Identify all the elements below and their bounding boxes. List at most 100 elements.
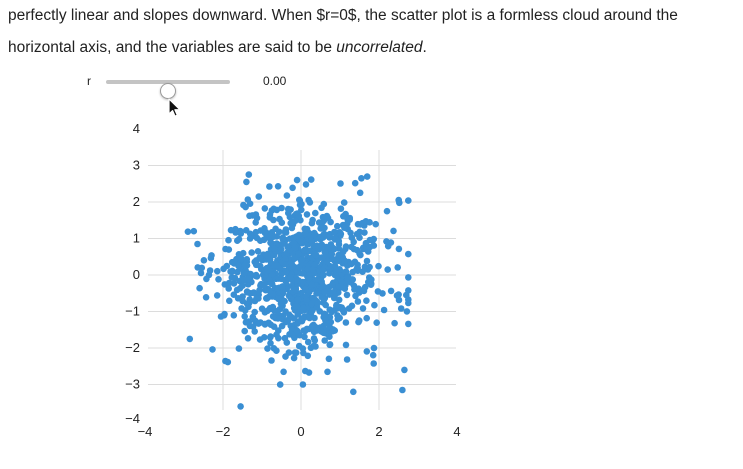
scatter-point xyxy=(225,246,233,253)
scatter-point xyxy=(320,200,328,208)
slider-track[interactable] xyxy=(106,80,230,99)
scatter-point xyxy=(356,234,363,241)
scatter-point xyxy=(302,181,310,188)
scatter-point xyxy=(354,264,362,272)
scatter-point xyxy=(312,343,319,350)
y-tick-label: 0 xyxy=(133,267,140,282)
scatter-point xyxy=(250,289,257,296)
scatter-point xyxy=(300,327,308,334)
scatter-point xyxy=(226,297,233,305)
scatter-point xyxy=(258,305,266,313)
scatter-point xyxy=(308,300,315,308)
scatter-point xyxy=(208,252,215,259)
scatter-point xyxy=(294,311,302,318)
slider-handle[interactable] xyxy=(160,83,176,99)
scatter-point xyxy=(359,268,366,276)
scatter-point xyxy=(337,205,345,212)
scatter-point xyxy=(275,228,283,236)
scatter-point xyxy=(372,220,380,228)
scatter-point xyxy=(322,301,330,309)
scatter-point xyxy=(357,221,364,228)
scatter-point xyxy=(342,268,350,275)
scatter-point xyxy=(312,209,319,217)
scatter-point xyxy=(261,205,269,212)
scatter-point xyxy=(197,269,205,277)
scatter-point xyxy=(268,357,275,364)
scatter-point xyxy=(314,300,321,308)
scatter-point xyxy=(322,311,329,318)
scatter-point xyxy=(263,294,270,302)
scatter-point xyxy=(326,333,333,341)
scatter-point xyxy=(278,246,285,253)
scatter-point xyxy=(331,262,339,270)
scatter-point xyxy=(356,250,363,257)
scatter-point xyxy=(356,189,364,197)
scatter-point xyxy=(304,265,312,273)
scatter-point xyxy=(395,245,403,253)
scatter-point xyxy=(245,275,252,283)
scatter-point xyxy=(325,355,333,363)
scatter-point xyxy=(297,238,305,245)
scatter-point xyxy=(363,257,371,265)
scatter-point xyxy=(292,286,300,294)
slider-value-readout: 0.00 xyxy=(263,74,287,88)
scatter-point xyxy=(300,304,307,312)
scatter-point xyxy=(304,338,312,346)
scatter-point xyxy=(252,228,260,236)
scatter-point xyxy=(328,308,336,316)
scatter-point xyxy=(399,386,406,394)
scatter-point xyxy=(349,268,356,276)
scatter-point xyxy=(200,257,208,264)
y-tick-label: 3 xyxy=(133,158,140,173)
scatter-point xyxy=(322,243,330,251)
scatter-point xyxy=(253,234,261,242)
scatter-point xyxy=(241,261,249,269)
scatter-point xyxy=(329,255,336,263)
scatter-point xyxy=(319,213,327,221)
scatter-point xyxy=(271,245,278,252)
scatter-point xyxy=(209,346,216,353)
scatter-point xyxy=(227,268,234,275)
scatter-point xyxy=(308,323,316,330)
correlation-slider-control: r 0.00 xyxy=(0,70,743,99)
scatter-point xyxy=(264,307,271,315)
scatter-point xyxy=(257,255,265,262)
scatter-point xyxy=(306,314,313,322)
scatter-point xyxy=(243,288,251,295)
y-tick-label: −2 xyxy=(125,340,140,355)
scatter-point xyxy=(287,273,294,281)
scatter-point xyxy=(405,197,412,204)
scatter-point xyxy=(240,201,247,209)
scatter-point xyxy=(305,274,313,282)
scatter-point xyxy=(248,249,255,256)
scatter-point xyxy=(251,308,258,316)
scatter-point xyxy=(394,264,402,271)
scatter-point xyxy=(282,353,289,360)
scatter-point xyxy=(299,270,307,277)
scatter-point xyxy=(283,192,291,199)
scatter-point xyxy=(273,262,281,269)
scatter-point xyxy=(313,252,320,259)
scatter-point xyxy=(370,360,378,367)
scatter-point xyxy=(299,256,306,263)
scatter-point xyxy=(379,290,386,297)
scatter-point xyxy=(294,277,302,284)
scatter-point xyxy=(342,341,350,349)
scatter-point xyxy=(223,262,231,270)
scatter-point xyxy=(403,308,411,315)
scatter-point xyxy=(335,237,343,245)
scatter-point xyxy=(240,270,248,277)
scatter-point xyxy=(281,334,289,342)
scatter-point xyxy=(269,313,277,320)
scatter-point xyxy=(278,204,285,212)
scatter-point xyxy=(266,183,273,190)
scatter-point xyxy=(293,327,301,335)
scatter-point xyxy=(251,328,258,335)
scatter-point xyxy=(287,206,294,213)
scatter-point xyxy=(194,264,201,271)
scatter-point xyxy=(252,211,260,218)
scatter-point xyxy=(228,258,236,266)
scatter-point xyxy=(237,403,244,410)
scatter-point xyxy=(308,219,316,227)
scatter-point xyxy=(289,184,296,192)
